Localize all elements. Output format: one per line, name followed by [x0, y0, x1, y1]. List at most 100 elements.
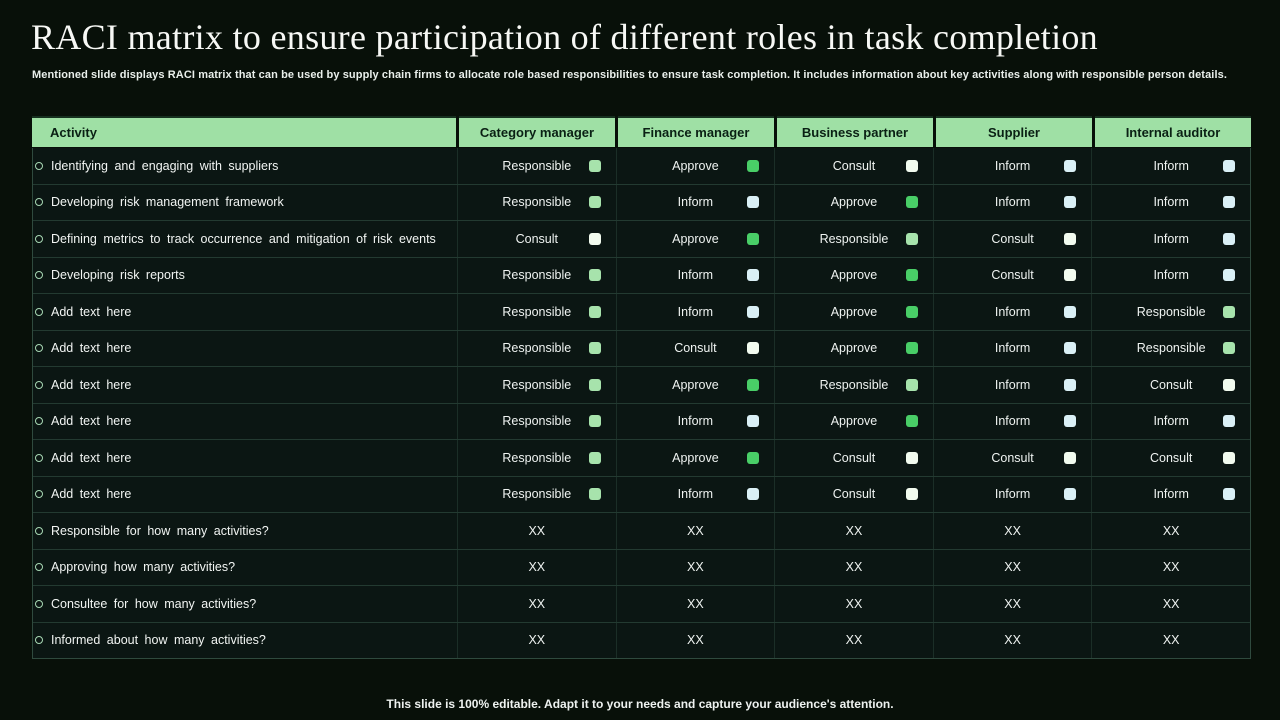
raci-cell-label: XX	[845, 633, 863, 648]
raci-cell-label: XX	[687, 523, 704, 538]
responsible-marker-icon	[588, 196, 601, 209]
consult-marker-icon	[905, 159, 918, 172]
raci-cell-label: XX	[528, 560, 546, 575]
raci-cell: XX	[1092, 586, 1250, 622]
approve-marker-icon	[905, 342, 918, 355]
row-bullet-icon	[35, 344, 43, 353]
consult-marker-icon	[747, 342, 760, 355]
raci-cell-label: XX	[1004, 523, 1021, 538]
inform-marker-icon	[1064, 196, 1077, 209]
raci-cell: XX	[934, 549, 1093, 585]
raci-cell: Inform	[934, 330, 1093, 366]
activity-cell: Informed about how many activities?	[33, 622, 458, 658]
consult-marker-icon	[905, 488, 918, 501]
raci-cell: Inform	[934, 403, 1093, 439]
raci-cell: Responsible	[458, 294, 617, 330]
raci-cell: Consult	[1092, 367, 1250, 403]
raci-cell-label: Consult	[991, 231, 1034, 246]
raci-cell-label: Inform	[994, 195, 1031, 210]
raci-cell: XX	[775, 549, 934, 585]
consult-marker-icon	[588, 232, 601, 245]
raci-cell: Consult	[775, 476, 934, 512]
table-row: Add text here Responsible Inform Approve In…	[33, 402, 1250, 440]
raci-cell: Inform	[1092, 404, 1250, 440]
activity-cell: Add text here	[33, 330, 458, 366]
raci-cell-label: Inform	[677, 487, 714, 502]
responsible-marker-icon	[588, 342, 601, 355]
consult-marker-icon	[1222, 378, 1235, 391]
row-bullet-icon	[35, 234, 43, 243]
consult-marker-icon	[1064, 451, 1077, 464]
raci-cell-label: XX	[687, 633, 704, 648]
raci-cell: Approve	[617, 440, 776, 476]
approve-marker-icon	[747, 232, 760, 245]
column-header-internal-auditor: Internal auditor	[1095, 116, 1251, 147]
raci-cell-label: XX	[528, 596, 546, 611]
raci-cell-label: Inform	[1153, 414, 1189, 429]
raci-cell-label: Approve	[830, 304, 878, 319]
raci-cell-label: Responsible	[502, 341, 572, 356]
raci-cell-label: Consult	[515, 231, 558, 246]
table-row: Approving how many activities? XX XX XX XX X…	[33, 548, 1250, 585]
activity-cell: Add text here	[33, 403, 458, 439]
raci-cell: Approve	[617, 367, 776, 403]
raci-cell: Approve	[775, 330, 934, 366]
table-row: Developing risk management framework Res…	[33, 183, 1250, 220]
raci-cell: Responsible	[458, 184, 617, 220]
raci-cell-label: XX	[845, 596, 863, 611]
raci-cell-label: XX	[1004, 633, 1021, 648]
raci-cell: XX	[458, 549, 617, 585]
row-bullet-icon	[35, 636, 43, 645]
activity-cell: Approving how many activities?	[33, 549, 458, 585]
raci-cell: XX	[775, 622, 934, 658]
raci-cell-label: Responsible	[502, 414, 572, 429]
raci-cell-label: Responsible	[1136, 341, 1206, 356]
raci-cell: Consult	[1092, 440, 1250, 476]
raci-cell-label: Inform	[994, 341, 1031, 356]
table-row: Add text here Responsible Inform Approve In…	[33, 293, 1250, 330]
raci-cell-label: Inform	[1153, 195, 1189, 210]
raci-cell: XX	[1092, 513, 1250, 549]
activity-cell: Add text here	[33, 476, 458, 512]
raci-cell-label: Approve	[672, 231, 719, 246]
responsible-marker-icon	[588, 488, 601, 501]
raci-cell: Consult	[775, 148, 934, 184]
raci-cell: Inform	[617, 403, 776, 439]
row-bullet-icon	[35, 490, 43, 499]
slide-footer-note: This slide is 100% editable. Adapt it to…	[386, 697, 894, 711]
raci-cell-label: XX	[845, 523, 863, 538]
consult-marker-icon	[1064, 232, 1077, 245]
table-row: Add text here Responsible Consult Approve I…	[33, 329, 1250, 366]
raci-cell-label: Consult	[832, 450, 876, 465]
table-row: Defining metrics to track occurrence and…	[33, 220, 1250, 257]
table-row: Consultee for how many activities? XX XX X…	[33, 585, 1250, 622]
raci-cell: Approve	[617, 221, 776, 257]
raci-cell: Responsible	[458, 367, 617, 403]
activity-cell: Consultee for how many activities?	[33, 586, 458, 622]
column-header-supplier: Supplier	[936, 116, 1092, 147]
raci-cell: Inform	[617, 257, 776, 293]
raci-cell-label: Approve	[672, 377, 719, 392]
table-header-row: Activity Category manager Finance manage…	[32, 116, 1251, 147]
raci-cell: Responsible	[458, 257, 617, 293]
raci-cell: Consult	[458, 221, 617, 257]
raci-cell: Approve	[617, 148, 776, 184]
approve-marker-icon	[905, 305, 918, 318]
activity-cell: Add text here	[33, 440, 458, 476]
raci-cell: Approve	[775, 184, 934, 220]
approve-marker-icon	[747, 378, 760, 391]
raci-cell-label: Inform	[1153, 231, 1189, 246]
raci-cell-label: Inform	[677, 268, 714, 283]
raci-cell-label: Consult	[991, 450, 1034, 465]
approve-marker-icon	[905, 415, 918, 428]
inform-marker-icon	[1222, 415, 1235, 428]
row-bullet-icon	[35, 307, 43, 316]
raci-cell: XX	[458, 622, 617, 658]
raci-cell: Responsible	[458, 403, 617, 439]
row-bullet-icon	[35, 161, 43, 170]
raci-cell-label: Approve	[672, 158, 719, 173]
inform-marker-icon	[747, 305, 760, 318]
row-bullet-icon	[35, 599, 43, 608]
raci-cell: Inform	[934, 184, 1093, 220]
raci-cell: XX	[617, 513, 776, 549]
